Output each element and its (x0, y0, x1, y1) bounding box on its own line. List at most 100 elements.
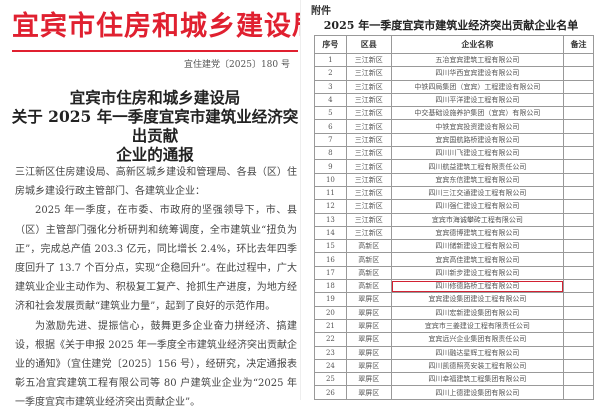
cell-district: 翠屏区 (345, 345, 392, 360)
cell-name: 四川新步建设工程有限公司 (390, 265, 565, 281)
cell-name: 四川强仁建设工程有限公司 (390, 199, 565, 214)
cell-seq: 24 (314, 358, 347, 374)
cell-seq: 4 (314, 92, 347, 108)
cell-name: 四川融达星辉工程有限公司 (390, 345, 565, 360)
cell-remark (563, 239, 594, 254)
table-row: 23 翠屏区 四川融达星辉工程有限公司 (314, 345, 594, 360)
enterprise-table: 序号 区县 企业名称 备注 1 三江新区 五冶宜宾建筑工程有限公司 2 三江新区 四川华西… (314, 35, 594, 400)
cell-remark (563, 345, 594, 360)
cell-district: 翠屏区 (345, 358, 392, 374)
cell-district: 翠屏区 (345, 385, 392, 400)
table-row: 4 三江新区 四川平洋建设工程有限公司 (314, 92, 594, 108)
cell-seq: 18 (314, 279, 347, 294)
table-row: 16 高新区 宜宾高佳建筑工程有限公司 (314, 252, 594, 267)
cell-district: 三江新区 (345, 225, 392, 241)
cell-remark (563, 212, 594, 227)
cell-district: 高新区 (345, 265, 392, 281)
cell-name: 四川上德建设集团有限公司 (390, 385, 565, 400)
cell-remark (563, 106, 594, 121)
cell-name: 宜宾德博建筑工程有限公司 (390, 225, 565, 241)
cell-remark (563, 292, 594, 307)
notice-page: 宜宾市住房和城乡建设局 宜住建党〔2025〕180 号 宜宾市住房和城乡建设局 … (0, 0, 319, 408)
table-row: 9 三江新区 四川航益建筑工程有限责任公司 (314, 159, 594, 174)
cell-remark (563, 52, 594, 68)
cell-name: 中铁四局集团（宜宾）工程建设有限公司 (390, 79, 565, 94)
table-row: 24 翠屏区 四川凯德照亮安装工程有限公司 (314, 358, 594, 374)
cell-name: 宜宾东信建筑工程有限公司 (390, 172, 565, 187)
heading-line: 宜宾市住房和城乡建设局 (69, 88, 241, 107)
addressee: 三江新区住房建设局、高新区城乡建设和管理局、各县（区）住房城乡建设行政主管部门、… (15, 167, 297, 198)
cell-seq: 22 (314, 332, 347, 347)
cell-district: 翠屏区 (345, 372, 392, 387)
cell-remark (563, 79, 594, 94)
cell-remark (563, 318, 594, 334)
cell-name: 宜宾市海诚攀砖工程有限公司 (390, 212, 565, 227)
table-title: 2025 年一季度宜宾市建筑业经济突出贡献企业名单 (323, 19, 579, 32)
cell-seq: 19 (314, 292, 347, 307)
cell-seq: 14 (314, 225, 347, 241)
cell-district: 三江新区 (345, 79, 392, 94)
cell-seq: 6 (314, 119, 347, 134)
cell-seq: 23 (314, 345, 347, 360)
table-row: 17 高新区 四川新步建设工程有限公司 (314, 265, 594, 281)
cell-district: 三江新区 (345, 199, 392, 214)
cell-name: 宜宾市三姜建设工程有限责任公司 (390, 318, 565, 334)
cell-district: 翠屏区 (345, 305, 392, 320)
cell-remark (563, 358, 594, 374)
table-row: 13 三江新区 宜宾市海诚攀砖工程有限公司 (314, 212, 594, 227)
table-row: 20 翠屏区 四川宏新建设集团有限公司 (314, 305, 594, 320)
cell-remark (563, 305, 594, 320)
cell-name: 四川三江交通建设工程有限公司 (390, 185, 565, 201)
cell-district: 高新区 (345, 239, 392, 254)
cell-seq: 1 (314, 52, 347, 68)
cell-seq: 8 (314, 146, 347, 161)
cell-seq: 13 (314, 212, 347, 227)
cell-remark (563, 92, 594, 108)
cell-district: 三江新区 (345, 106, 392, 121)
cell-seq: 5 (314, 106, 347, 121)
table-row: 1 三江新区 五冶宜宾建筑工程有限公司 (314, 52, 594, 68)
cell-name: 宜宾国航路桥建设有限公司 (390, 132, 565, 148)
cell-remark (563, 159, 594, 174)
annex-label: 附件 (311, 6, 331, 17)
cell-seq: 9 (314, 159, 347, 174)
notice-body: 三江新区住房建设局、高新区城乡建设和管理局、各县（区）住房城乡建设行政主管部门、… (15, 163, 297, 413)
cell-remark (563, 146, 594, 161)
red-divider (12, 50, 298, 52)
table-row: 5 三江新区 中交基础设施养护集团（宜宾）有限公司 (314, 106, 594, 121)
cell-seq: 12 (314, 199, 347, 214)
cell-district: 三江新区 (345, 159, 392, 174)
cell-remark (563, 119, 594, 134)
cell-district: 三江新区 (345, 119, 392, 134)
cell-remark (563, 225, 594, 241)
cell-district: 三江新区 (345, 132, 392, 148)
cell-seq: 26 (314, 385, 347, 400)
table-row: 22 翠屏区 宜宾远兴企业集团有限责任公司 (314, 332, 594, 347)
cell-district: 高新区 (345, 279, 392, 294)
cell-remark (563, 199, 594, 214)
cell-remark (563, 66, 594, 81)
table-row: 19 翠屏区 宜宾建设集团建设工程有限公司 (314, 292, 594, 307)
column-header: 企业名称 (390, 35, 565, 54)
column-header: 备注 (563, 35, 594, 54)
cell-name: 五冶宜宾建筑工程有限公司 (390, 52, 565, 68)
cell-district: 翠屏区 (345, 318, 392, 334)
cell-name: 宜宾建设集团建设工程有限公司 (390, 292, 565, 307)
cell-remark (563, 265, 594, 281)
cell-seq: 17 (314, 265, 347, 281)
cell-seq: 16 (314, 252, 347, 267)
column-header: 区县 (345, 35, 392, 54)
cell-district: 三江新区 (345, 212, 392, 227)
table-row: 12 三江新区 四川强仁建设工程有限公司 (314, 199, 594, 214)
table-row: 11 三江新区 四川三江交通建设工程有限公司 (314, 185, 594, 201)
cell-remark (563, 332, 594, 347)
cell-seq: 21 (314, 318, 347, 334)
heading-line: 关于 2025 年一季度宜宾市建筑业经济突出贡献 (11, 107, 299, 145)
cell-district: 三江新区 (345, 146, 392, 161)
cell-name: 宜宾高佳建筑工程有限公司 (390, 252, 565, 267)
cell-remark (563, 385, 594, 400)
cell-name: 四川川飞建设工程有限公司 (390, 146, 565, 161)
cell-seq: 20 (314, 305, 347, 320)
cell-name: 四川华西宜宾建设有限公司 (390, 66, 565, 81)
table-row: 3 三江新区 中铁四局集团（宜宾）工程建设有限公司 (314, 79, 594, 94)
